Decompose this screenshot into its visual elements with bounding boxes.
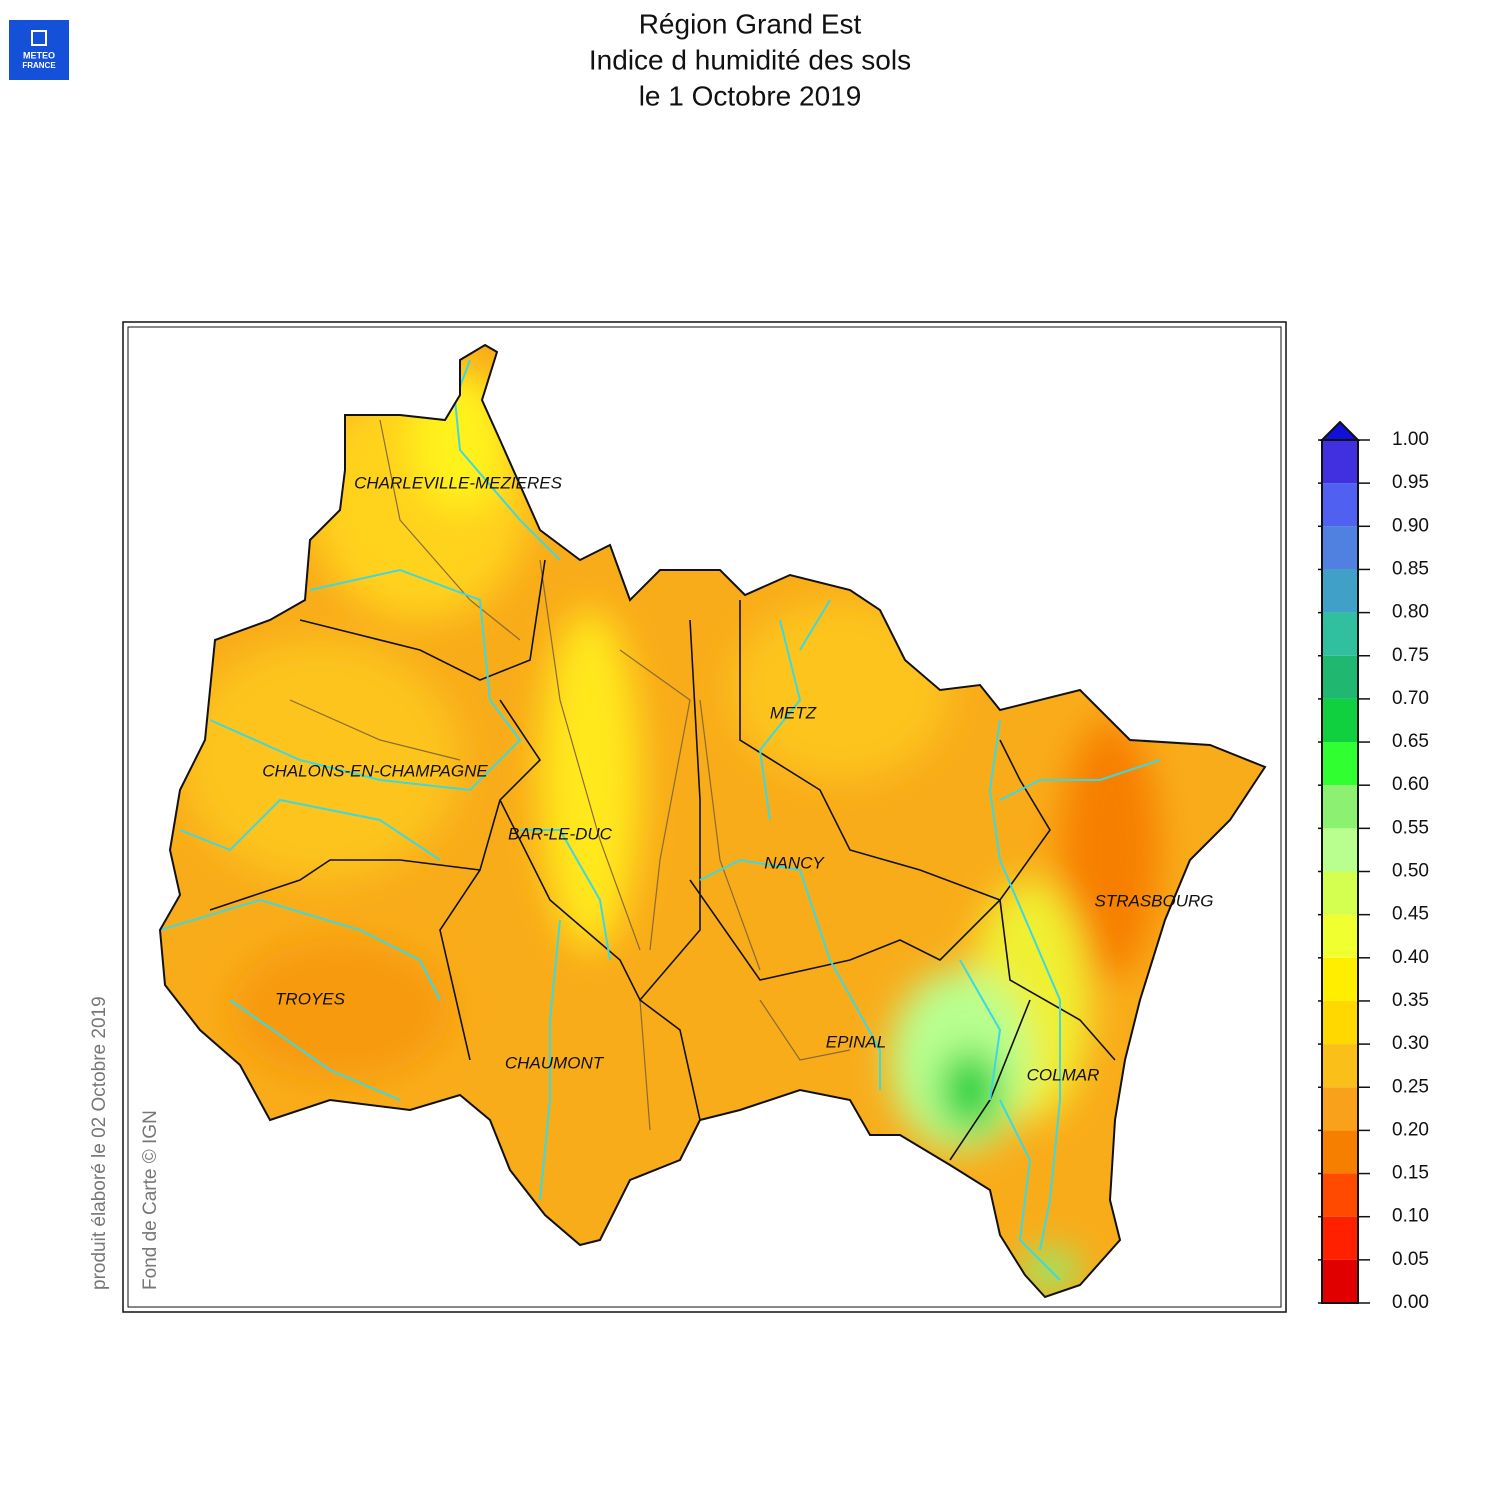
colorbar-swatch (1322, 440, 1358, 484)
side-note: Fond de Carte © IGN (140, 1110, 161, 1290)
colorbar-tick-label: 0.40 (1392, 947, 1429, 968)
colorbar-tick-label: 0.30 (1392, 1033, 1429, 1054)
city-label: COLMAR (1027, 1065, 1100, 1084)
colorbar-swatch (1322, 914, 1358, 958)
colorbar-tick-label: 0.20 (1392, 1119, 1429, 1140)
colorbar-tick-label: 0.45 (1392, 904, 1429, 925)
colorbar-swatch (1322, 612, 1358, 656)
city-label: NANCY (764, 853, 825, 872)
title: le 1 Octobre 2019 (639, 80, 862, 111)
city-label: TROYES (275, 989, 346, 1008)
colorbar-tick-label: 0.60 (1392, 774, 1429, 795)
side-note: produit élaboré le 02 Octobre 2019 (89, 996, 110, 1290)
colorbar-tick-label: 0.25 (1392, 1076, 1429, 1097)
colorbar-swatch (1322, 569, 1358, 613)
logo-icon (31, 30, 47, 46)
map-frame (127, 326, 1282, 1308)
colorbar-swatch (1322, 526, 1358, 570)
colorbar-swatch (1322, 785, 1358, 829)
city-label: EPINAL (826, 1032, 886, 1051)
colorbar-swatch (1322, 1216, 1358, 1260)
colorbar-over-arrow (1319, 420, 1361, 441)
colorbar-swatch (1322, 1000, 1358, 1045)
city-label: METZ (770, 703, 817, 722)
colorbar-tick-label: 0.10 (1392, 1206, 1429, 1227)
colorbar-swatch (1322, 1044, 1358, 1088)
colorbar-tick-label: 0.80 (1392, 602, 1429, 623)
city-label: BAR-LE-DUC (508, 824, 613, 843)
logo-text: METEO (23, 50, 55, 60)
city-label: CHAUMONT (505, 1053, 605, 1072)
colorbar-swatch (1322, 1130, 1358, 1174)
colorbar-tick-label: 1.00 (1392, 429, 1429, 450)
colorbar-tick-label: 0.75 (1392, 645, 1429, 666)
colorbar-tick-label: 0.55 (1392, 817, 1429, 838)
city-label: STRASBOURG (1094, 891, 1213, 910)
colorbar-tick-label: 0.35 (1392, 990, 1429, 1011)
colorbar-tick-label: 0.50 (1392, 861, 1429, 882)
city-label: CHALONS-EN-CHAMPAGNE (262, 761, 488, 780)
logo-text: FRANCE (22, 61, 56, 70)
colorbar-swatch (1322, 1259, 1358, 1303)
colorbar-swatch (1322, 655, 1358, 699)
colorbar-tick-label: 0.90 (1392, 515, 1429, 536)
colorbar-tick-label: 0.70 (1392, 688, 1429, 709)
colorbar-tick-label: 0.05 (1392, 1249, 1429, 1270)
moisture-field (160, 345, 1265, 1297)
colorbar-tick-label: 0.95 (1392, 472, 1429, 493)
colorbar-tick-label: 0.00 (1392, 1292, 1429, 1313)
colorbar: 0.00 0.05 0.10 0.15 0.20 0.25 0.30 0.35 0.40 0.45… (1318, 420, 1429, 1313)
city-label: CHARLEVILLE-MEZIERES (354, 473, 562, 492)
colorbar-swatch (1322, 871, 1358, 915)
colorbar-swatch (1322, 698, 1358, 743)
title: Indice d humidité des sols (589, 44, 911, 75)
colorbar-swatch (1322, 1087, 1358, 1131)
colorbar-swatch (1322, 957, 1358, 1001)
colorbar-tick-label: 0.85 (1392, 558, 1429, 579)
colorbar-swatch (1322, 1173, 1358, 1217)
colorbar-swatch (1322, 742, 1358, 786)
colorbar-swatch (1322, 483, 1358, 527)
title: Région Grand Est (639, 8, 862, 39)
map-frame (122, 321, 1287, 1313)
colorbar-tick-label: 0.15 (1392, 1163, 1429, 1184)
colorbar-swatch (1322, 828, 1358, 872)
colorbar-tick-label: 0.65 (1392, 731, 1429, 752)
